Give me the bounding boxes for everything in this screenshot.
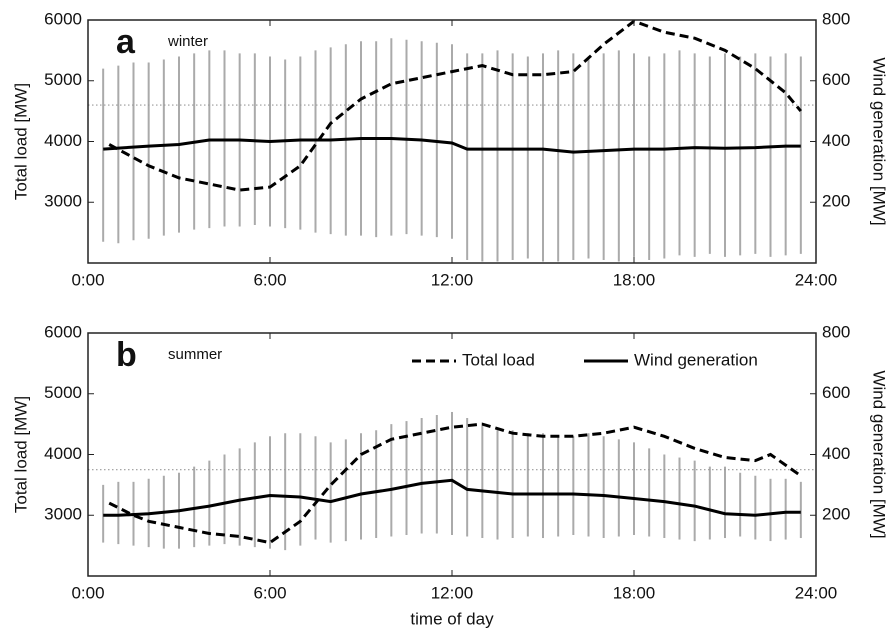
x-axis-label: time of day xyxy=(410,609,494,628)
x-tick-label: 0:00 xyxy=(71,270,104,289)
y-tick-label: 6000 xyxy=(44,9,82,28)
legend-label: Total load xyxy=(462,350,535,369)
season-label: summer xyxy=(168,346,222,363)
season-label: winter xyxy=(167,33,208,50)
x-tick-label: 18:00 xyxy=(613,583,656,602)
wind-line xyxy=(103,478,801,517)
y-axis-label: Total load [MW] xyxy=(11,396,30,513)
y-tick-label: 3000 xyxy=(44,505,82,524)
legend-label: Wind generation xyxy=(634,350,758,369)
y-tick-label: 6000 xyxy=(44,322,82,341)
y-axis-label: Total load [MW] xyxy=(11,83,30,200)
y2-tick-label: 200 xyxy=(822,505,850,524)
y2-axis-label: Wind generation [MW] xyxy=(870,370,889,538)
load-line xyxy=(108,422,802,545)
x-tick-label: 18:00 xyxy=(613,270,656,289)
y2-tick-label: 800 xyxy=(822,9,850,28)
y2-axis-label: Wind generation [MW] xyxy=(870,57,889,225)
x-tick-label: 0:00 xyxy=(71,583,104,602)
wind-line xyxy=(103,137,801,154)
y2-tick-label: 600 xyxy=(822,70,850,89)
panel: 0:00 6:00 12:00 18:00 24:00 3000 4000 5000 6000 2… xyxy=(11,322,888,628)
y-tick-label: 5000 xyxy=(44,383,82,402)
y-tick-label: 4000 xyxy=(44,131,82,150)
y-tick-label: 5000 xyxy=(44,70,82,89)
x-tick-label: 12:00 xyxy=(431,270,474,289)
y2-tick-label: 200 xyxy=(822,192,850,211)
y-tick-label: 3000 xyxy=(44,192,82,211)
y2-tick-label: 800 xyxy=(822,322,850,341)
x-tick-label: 12:00 xyxy=(431,583,474,602)
panel-label: a xyxy=(116,23,136,61)
x-tick-label: 6:00 xyxy=(253,583,286,602)
x-tick-label: 24:00 xyxy=(795,270,838,289)
load-line xyxy=(108,19,802,192)
x-tick-label: 6:00 xyxy=(253,270,286,289)
x-tick-label: 24:00 xyxy=(795,583,838,602)
y-tick-label: 4000 xyxy=(44,444,82,463)
y2-tick-label: 600 xyxy=(822,383,850,402)
panel-label: b xyxy=(116,336,137,374)
y2-tick-label: 400 xyxy=(822,444,850,463)
y2-tick-label: 400 xyxy=(822,131,850,150)
panel: 0:00 6:00 12:00 18:00 24:00 3000 4000 5000 6000 2… xyxy=(11,9,888,289)
